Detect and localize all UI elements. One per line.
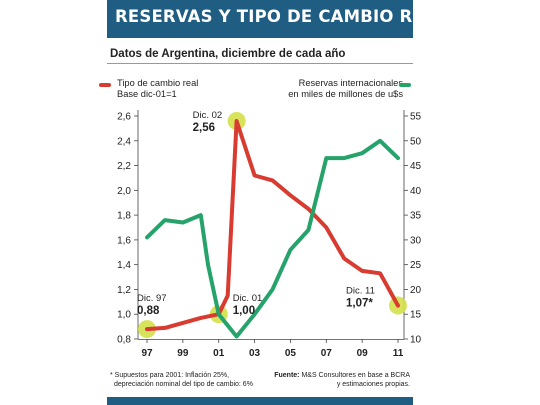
right-axis-tick-label: 20 (410, 285, 422, 296)
x-axis-tick-label: 97 (141, 348, 153, 359)
legend-right: Reservas internacionales en miles de mil… (288, 78, 403, 100)
source-note: Fuente: M&S Consultores en base a BCRA y… (274, 372, 410, 389)
left-axis-tick-label: 1,4 (117, 260, 131, 271)
annotation-date-label: Dic. 01 (233, 293, 263, 304)
annotation-date-label: Dic. 11 (346, 286, 375, 297)
annotation-value-label: 1,00 (233, 305, 255, 317)
legend-green-swatch (399, 83, 411, 87)
right-axis-tick-label: 50 (410, 136, 422, 147)
exchange-rate-line (145, 119, 400, 332)
left-axis-tick-label: 2,0 (117, 186, 131, 197)
footnote: * Supuestos para 2001: Inflación 25%, de… (110, 372, 253, 389)
right-axis-tick-label: 35 (410, 211, 422, 222)
x-axis-tick-label: 11 (393, 348, 404, 359)
left-axis-tick-label: 1,8 (117, 211, 131, 222)
legend-left-line2: Base dic-01=1 (117, 89, 177, 99)
source-text: M&S Consultores en base a BCRA (299, 372, 410, 379)
x-axis-tick-label: 99 (177, 348, 189, 359)
legend-right-line2: en miles de millones de u$s (288, 89, 403, 99)
bottom-bar (107, 397, 413, 405)
reserves-line (145, 138, 400, 339)
annotation-date-label: Dic. 02 (193, 110, 223, 121)
right-axis-tick-label: 55 (410, 112, 422, 123)
chart-subtitle: Datos de Argentina, diciembre de cada añ… (110, 48, 346, 60)
annotation-date-label: Dic. 97 (137, 293, 167, 304)
legend-red-swatch (99, 83, 111, 87)
x-axis-tick-label: 09 (357, 348, 369, 359)
footnote-line2: depreciación nominal del tipo de cambio:… (114, 380, 253, 388)
right-axis-tick-label: 25 (410, 260, 422, 271)
source-label: Fuente: (274, 372, 300, 379)
footnote-line1: * Supuestos para 2001: Inflación 25%, (110, 372, 230, 379)
x-axis-tick-label: 03 (249, 348, 261, 359)
annotation-value-label: 0,88 (137, 305, 160, 317)
left-axis-tick-label: 2,4 (117, 136, 131, 147)
left-axis-tick-label: 0,8 (117, 335, 131, 346)
annotation-value-label: 2,56 (193, 122, 215, 134)
annotation-value-label: 1,07* (346, 298, 373, 310)
x-axis-tick-label: 01 (213, 348, 225, 359)
right-axis-tick-label: 30 (410, 235, 422, 246)
source-line1: Fuente: M&S Consultores en base a BCRA (274, 372, 410, 381)
left-axis-tick-label: 2,6 (117, 112, 131, 123)
title-bar: RESERVAS Y TIPO DE CAMBIO REAL (107, 0, 447, 38)
left-axis-tick-label: 1,2 (117, 285, 131, 296)
source-line2: y estimaciones propias. (336, 380, 410, 388)
legend-left: Tipo de cambio real Base dic-01=1 (117, 78, 198, 100)
left-axis-tick-label: 1,6 (117, 235, 131, 246)
subtitle-divider (107, 63, 413, 64)
x-axis-tick-label: 05 (285, 348, 297, 359)
right-axis-tick-label: 45 (410, 161, 422, 172)
left-axis-tick-label: 1,0 (117, 310, 131, 321)
legend-right-line1: Reservas internacionales (298, 78, 403, 88)
right-axis-tick-label: 10 (410, 335, 422, 346)
legend-left-line1: Tipo de cambio real (117, 78, 199, 88)
left-axis-tick-label: 2,2 (117, 161, 131, 172)
chart-panel: RESERVAS Y TIPO DE CAMBIO REAL Datos de … (99, 0, 447, 405)
right-axis-tick-label: 40 (410, 186, 422, 197)
x-axis-tick-label: 07 (321, 348, 333, 359)
right-axis-tick-label: 15 (410, 310, 422, 321)
chart-title: RESERVAS Y TIPO DE CAMBIO REAL (115, 7, 448, 26)
